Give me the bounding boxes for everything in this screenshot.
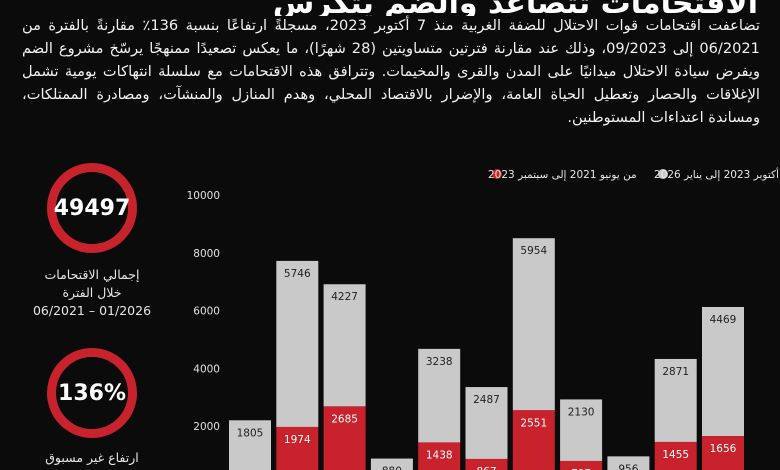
bar-label-grey: 4227	[331, 291, 358, 303]
bar-label-red: 1656	[710, 443, 737, 455]
bar-label-red: 1438	[426, 449, 453, 461]
bar-segment-grey	[465, 387, 508, 459]
bar-label-red: 867	[476, 466, 496, 470]
bar-label-red: 1455	[662, 449, 689, 461]
bar-label-red: 1974	[284, 434, 311, 446]
bar-segment-grey	[276, 260, 319, 427]
bar-label-grey: 956	[618, 463, 638, 470]
bar-label-red: 797	[571, 468, 591, 470]
bar-label-grey: 5746	[284, 268, 311, 280]
increase-label-line1: ارتفاع غير مسبوق	[45, 450, 139, 465]
bars-group: 1805 5746 1974 4227 2685 880 3238 1438 2487 867 59…	[229, 238, 744, 470]
total-raids-label-line2: خلال الفترة	[62, 285, 122, 300]
bar-label-red: 2685	[331, 413, 358, 425]
bar-label-grey: 2871	[662, 366, 689, 378]
total-raids-label-line3: 01/2026 – 06/2021	[32, 303, 152, 318]
y-tick-label: 4000	[193, 363, 220, 375]
bar-segment-grey	[607, 456, 650, 470]
bar-segment-red	[418, 442, 461, 470]
bar-label-grey: 880	[382, 466, 402, 470]
bar-label-grey: 5954	[520, 245, 547, 257]
bar-label-red: 2551	[520, 417, 547, 429]
legend-swatch-red	[492, 169, 502, 179]
bar-label-grey: 3238	[426, 356, 453, 368]
bar-segment-grey	[418, 348, 461, 443]
bar-label-grey: 2130	[568, 406, 595, 418]
bar-segment-grey	[654, 358, 697, 442]
bar-label-grey: 4469	[710, 314, 737, 326]
total-raids-label: إجمالي الاقتحامات خلال الفترة 01/2026 – …	[12, 266, 172, 320]
page-title: الاقتحامات تتصاعد والضم يتكرس	[273, 0, 758, 16]
bar-segment-grey	[560, 399, 603, 461]
y-tick-label: 10000	[187, 190, 220, 202]
bar-segment-grey	[229, 420, 271, 470]
bar-segment-grey	[512, 238, 555, 411]
bar-segment-red	[276, 426, 319, 470]
legend-label-grey: من أكتوبر 2023 إلى يناير 2026	[654, 167, 780, 181]
bar-segment-grey	[323, 284, 366, 407]
bar-segment-grey	[370, 458, 413, 470]
y-tick-label: 6000	[193, 306, 220, 318]
bar-segment-red	[323, 406, 366, 470]
intro-paragraph: تضاعفت اقتحامات قوات الاحتلال للضفة الغر…	[22, 17, 760, 126]
legend-swatch-grey	[658, 169, 668, 179]
page-title-strip: الاقتحامات تتصاعد والضم يتكرس	[0, 0, 780, 16]
bar-segment-red	[654, 441, 697, 470]
bar-segment-red	[512, 410, 555, 470]
increase-label: ارتفاع غير مسبوق	[12, 449, 172, 467]
legend-label-red: من يونيو 2021 إلى سبتمبر 2023	[488, 169, 637, 181]
increase-ring: 136%	[47, 348, 137, 438]
bar-label-grey: 1805	[237, 427, 264, 439]
bar-segment-red	[560, 460, 603, 470]
y-axis: 0200040006000800010000	[187, 190, 220, 433]
total-raids-label-line1: إجمالي الاقتحامات	[44, 267, 140, 282]
total-raids-ring: 49497	[47, 163, 137, 253]
bar-label-grey: 2487	[473, 394, 500, 406]
y-tick-label: 8000	[193, 248, 220, 260]
increase-value: 136%	[58, 380, 126, 406]
bar-segment-red	[702, 436, 744, 470]
bar-segment-grey	[702, 306, 744, 437]
y-tick-label: 2000	[193, 421, 220, 433]
chart-legend: من أكتوبر 2023 إلى يناير 2026 من يونيو 2…	[488, 167, 780, 181]
total-raids-value: 49497	[53, 195, 131, 221]
bar-segment-red	[465, 458, 508, 470]
